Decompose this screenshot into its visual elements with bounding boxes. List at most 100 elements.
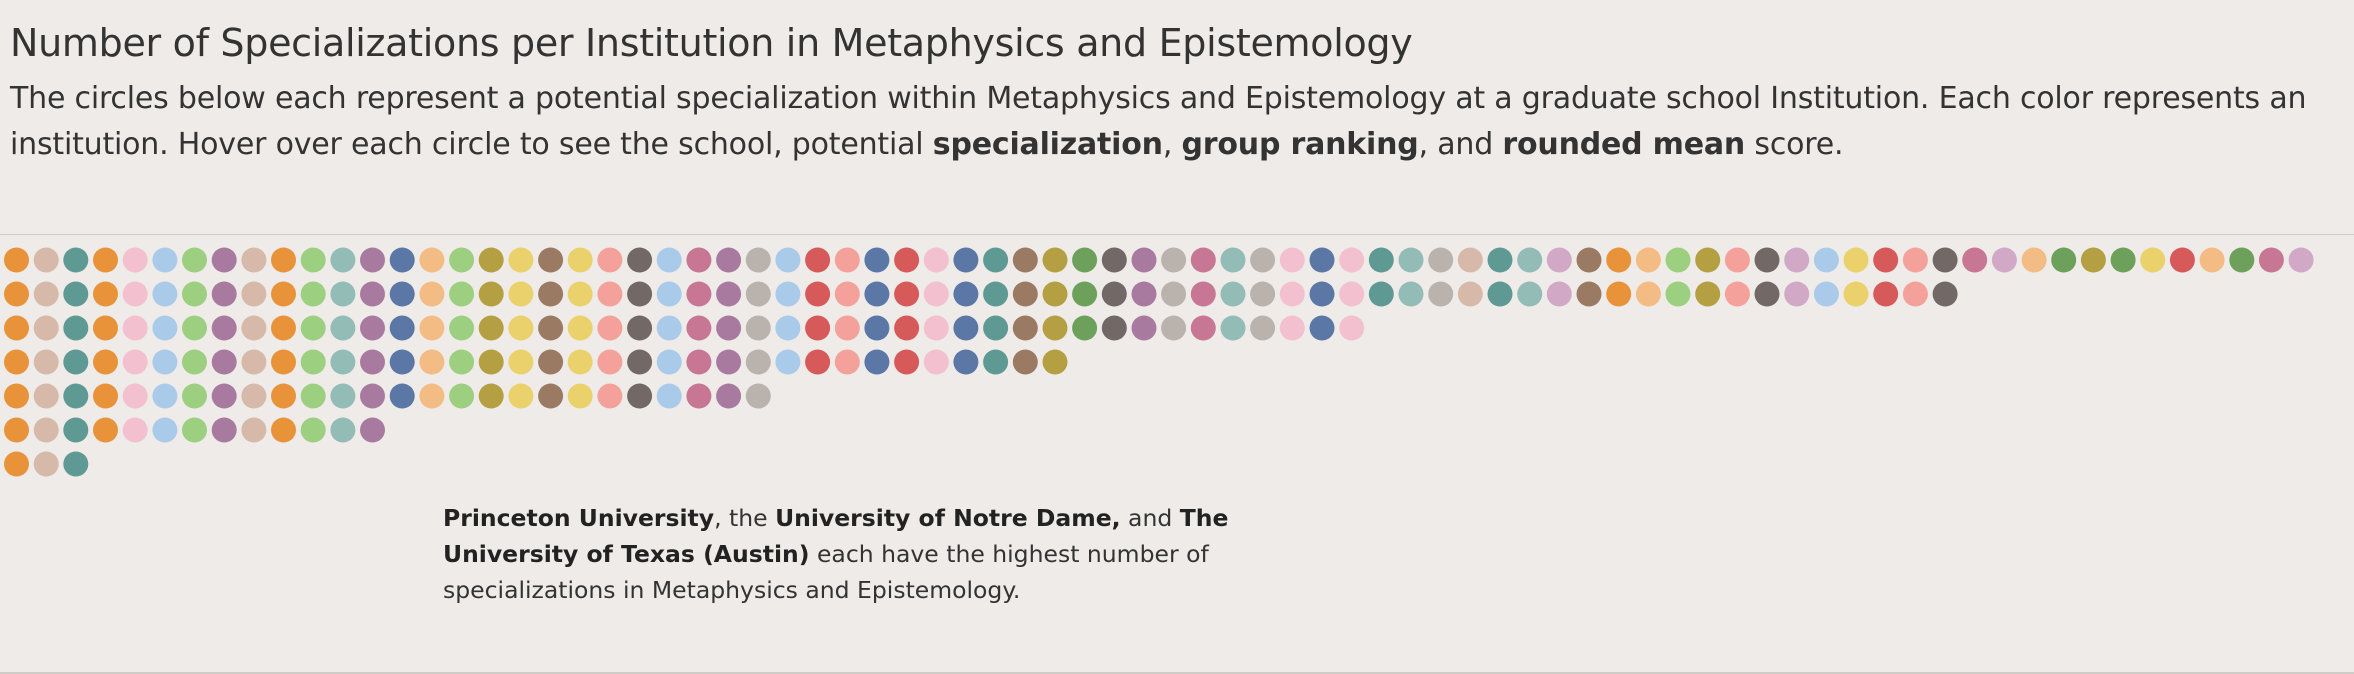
specialization-dot[interactable]	[1279, 281, 1305, 307]
specialization-dot[interactable]	[1250, 315, 1276, 341]
specialization-dot[interactable]	[1902, 281, 1928, 307]
specialization-dot[interactable]	[2110, 247, 2136, 273]
specialization-dot[interactable]	[360, 417, 385, 443]
specialization-dot[interactable]	[93, 383, 118, 409]
specialization-dot[interactable]	[1072, 247, 1098, 273]
specialization-dot[interactable]	[1932, 247, 1958, 273]
specialization-dot[interactable]	[567, 349, 593, 375]
specialization-dot[interactable]	[1250, 281, 1276, 307]
specialization-dot[interactable]	[716, 315, 742, 341]
specialization-dot[interactable]	[182, 417, 207, 443]
specialization-dot[interactable]	[63, 383, 89, 409]
specialization-dot[interactable]	[2080, 247, 2106, 273]
specialization-dot[interactable]	[1813, 247, 1839, 273]
specialization-dot[interactable]	[1784, 281, 1810, 307]
specialization-dot[interactable]	[508, 349, 534, 375]
specialization-dot[interactable]	[953, 247, 979, 273]
specialization-dot[interactable]	[1724, 247, 1750, 273]
specialization-dot[interactable]	[419, 247, 445, 273]
specialization-dot[interactable]	[33, 247, 59, 273]
specialization-dot[interactable]	[508, 247, 534, 273]
specialization-dot[interactable]	[33, 281, 59, 307]
specialization-dot[interactable]	[1012, 281, 1038, 307]
specialization-dot[interactable]	[953, 349, 979, 375]
specialization-dot[interactable]	[1695, 247, 1721, 273]
specialization-dot[interactable]	[271, 281, 296, 307]
specialization-dot[interactable]	[93, 349, 118, 375]
specialization-dot[interactable]	[923, 315, 949, 341]
specialization-dot[interactable]	[1754, 247, 1780, 273]
specialization-dot[interactable]	[93, 417, 118, 443]
specialization-dot[interactable]	[1131, 281, 1157, 307]
specialization-dot[interactable]	[478, 349, 504, 375]
specialization-dot[interactable]	[330, 247, 356, 273]
specialization-dot[interactable]	[1012, 315, 1038, 341]
specialization-dot[interactable]	[923, 349, 949, 375]
specialization-dot[interactable]	[745, 281, 771, 307]
specialization-dot[interactable]	[63, 451, 89, 477]
specialization-dot[interactable]	[1428, 281, 1454, 307]
specialization-dot[interactable]	[1784, 247, 1810, 273]
specialization-dot[interactable]	[805, 315, 831, 341]
specialization-dot[interactable]	[271, 349, 296, 375]
specialization-dot[interactable]	[1042, 247, 1068, 273]
specialization-dot[interactable]	[983, 315, 1009, 341]
specialization-dot[interactable]	[1932, 281, 1958, 307]
specialization-dot[interactable]	[300, 383, 326, 409]
specialization-dot[interactable]	[834, 315, 860, 341]
specialization-dot[interactable]	[775, 315, 801, 341]
specialization-dot[interactable]	[716, 281, 742, 307]
specialization-dot[interactable]	[656, 349, 682, 375]
specialization-dot[interactable]	[33, 315, 59, 341]
specialization-dot[interactable]	[864, 349, 890, 375]
specialization-dot[interactable]	[508, 281, 534, 307]
specialization-dot[interactable]	[983, 349, 1009, 375]
specialization-dot[interactable]	[1072, 281, 1098, 307]
specialization-dot[interactable]	[597, 315, 623, 341]
specialization-dot[interactable]	[122, 349, 148, 375]
specialization-dot[interactable]	[152, 417, 178, 443]
specialization-dot[interactable]	[627, 247, 653, 273]
specialization-dot[interactable]	[360, 281, 385, 307]
specialization-dot[interactable]	[2199, 247, 2225, 273]
specialization-dot[interactable]	[1428, 247, 1454, 273]
specialization-dot[interactable]	[211, 247, 237, 273]
specialization-dot[interactable]	[1517, 281, 1543, 307]
specialization-dot[interactable]	[122, 417, 148, 443]
specialization-dot[interactable]	[1190, 281, 1216, 307]
specialization-dot[interactable]	[182, 281, 207, 307]
specialization-dot[interactable]	[1487, 247, 1513, 273]
specialization-dot[interactable]	[330, 315, 356, 341]
specialization-dot[interactable]	[478, 247, 504, 273]
specialization-dot[interactable]	[1754, 281, 1780, 307]
specialization-dot[interactable]	[805, 247, 831, 273]
specialization-dot[interactable]	[271, 247, 296, 273]
specialization-dot[interactable]	[538, 383, 564, 409]
specialization-dot[interactable]	[538, 281, 564, 307]
specialization-dot[interactable]	[627, 349, 653, 375]
specialization-dot[interactable]	[300, 247, 326, 273]
specialization-dot[interactable]	[1962, 247, 1988, 273]
specialization-dot[interactable]	[716, 383, 742, 409]
specialization-dot[interactable]	[1873, 281, 1899, 307]
specialization-dot[interactable]	[1250, 247, 1276, 273]
specialization-dot[interactable]	[122, 383, 148, 409]
specialization-dot[interactable]	[419, 349, 445, 375]
specialization-dot[interactable]	[1813, 281, 1839, 307]
specialization-dot[interactable]	[182, 247, 207, 273]
specialization-dot[interactable]	[1161, 315, 1187, 341]
specialization-dot[interactable]	[1190, 247, 1216, 273]
specialization-dot[interactable]	[1309, 281, 1335, 307]
specialization-dot[interactable]	[1368, 281, 1394, 307]
specialization-dot[interactable]	[1398, 281, 1424, 307]
specialization-dot[interactable]	[1843, 281, 1869, 307]
specialization-dot[interactable]	[241, 281, 267, 307]
specialization-dot[interactable]	[567, 247, 593, 273]
specialization-dot[interactable]	[1042, 315, 1068, 341]
specialization-dot[interactable]	[449, 281, 475, 307]
specialization-dot[interactable]	[1576, 247, 1602, 273]
specialization-dot[interactable]	[4, 349, 29, 375]
specialization-dot[interactable]	[1487, 281, 1513, 307]
specialization-dot[interactable]	[330, 417, 356, 443]
specialization-dot[interactable]	[627, 281, 653, 307]
